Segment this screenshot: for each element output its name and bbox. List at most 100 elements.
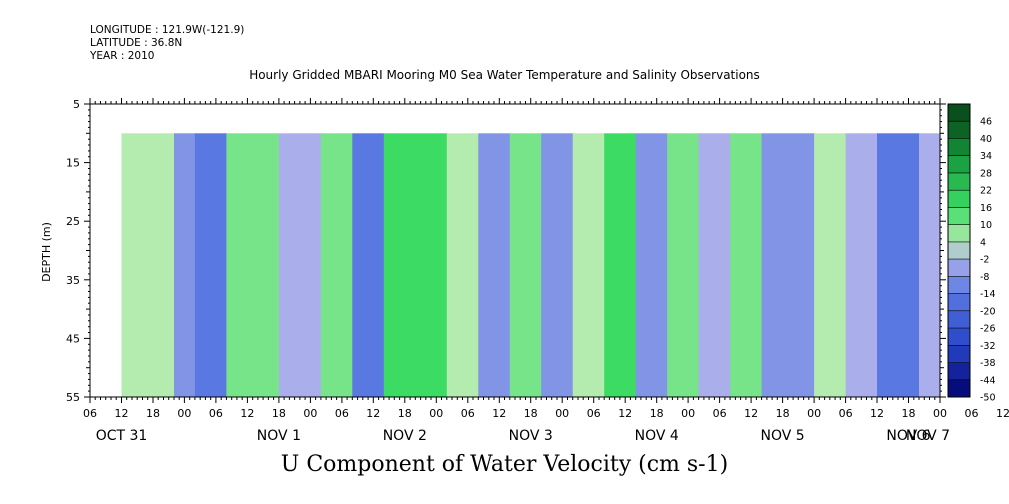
x-hour-tick-label: 18 — [272, 407, 286, 420]
y-tick-label: 35 — [66, 274, 80, 287]
x-hour-tick-label: 06 — [587, 407, 601, 420]
heatmap-layer — [121, 133, 941, 398]
heatmap-band-21 — [845, 133, 878, 398]
x-hour-tick-label: 06 — [965, 407, 979, 420]
longitude-text: LONGITUDE : 121.9W(-121.9) — [90, 24, 245, 36]
heatmap-band-23 — [919, 133, 941, 398]
colorbar-bin — [948, 121, 970, 139]
x-hour-tick-label: 00 — [681, 407, 695, 420]
colorbar-label: -32 — [980, 341, 996, 352]
x-hour-tick-label: 18 — [776, 407, 790, 420]
x-day-label: NOV 5 — [761, 428, 805, 444]
y-tick-label: 45 — [66, 332, 80, 345]
colorbar-bin — [948, 362, 970, 381]
x-hour-tick-label: 12 — [240, 407, 254, 420]
colorbar-bin — [948, 276, 970, 294]
x-day-label: NOV 6 — [886, 428, 930, 444]
colorbar-label: 28 — [980, 168, 992, 179]
x-hour-tick-label: 06 — [713, 407, 727, 420]
heatmap-band-9 — [446, 133, 479, 398]
colorbar-label: -44 — [980, 375, 996, 386]
colorbar-bin — [948, 293, 970, 312]
colorbar-bin — [948, 190, 970, 208]
x-hour-tick-label: 12 — [870, 407, 884, 420]
colorbar-layer: 46 40 34 28 22 16 10 4 -2 -8 -14 -20 -26 -32 -38 -44 -50 — [947, 103, 996, 404]
x-hour-tick-label: 18 — [650, 407, 664, 420]
x-hour-tick-label: 18 — [524, 407, 538, 420]
heatmap-band-11 — [509, 133, 542, 398]
heatmap-band-20 — [814, 133, 847, 398]
colorbar-label: 40 — [980, 134, 992, 145]
x-hour-tick-label: 18 — [398, 407, 412, 420]
x-hour-tick-label: 12 — [618, 407, 632, 420]
colorbar-bin — [948, 259, 970, 277]
x-hour-tick-label: 06 — [461, 407, 475, 420]
x-hour-tick-label: 12 — [492, 407, 506, 420]
latitude-text: LATITUDE : 36.8N — [90, 37, 183, 49]
x-hour-tick-label: 00 — [303, 407, 317, 420]
heatmap-band-8 — [383, 133, 448, 398]
colorbar-label: 22 — [980, 186, 992, 197]
chart-title: Hourly Gridded MBARI Mooring M0 Sea Wate… — [249, 68, 760, 82]
x-day-label: NOV 1 — [257, 428, 301, 444]
year-text: YEAR : 2010 — [90, 50, 155, 62]
colorbar-label: -26 — [980, 324, 996, 335]
colorbar-bin — [948, 379, 970, 398]
x-hour-tick-label: 06 — [209, 407, 223, 420]
colorbar-bin — [948, 310, 970, 329]
x-day-label: OCT 31 — [96, 428, 148, 444]
colorbar-bin — [948, 172, 970, 191]
colorbar-label: 34 — [980, 151, 992, 162]
x-hour-tick-label: 12 — [366, 407, 380, 420]
y-tick-label: 15 — [66, 157, 80, 170]
heatmap-band-15 — [635, 133, 668, 398]
heatmap-band-13 — [572, 133, 605, 398]
axis-layer: 06 12 18 00 06 12 18 00 06 12 18 00 06 12 18 00 06 12 18 00… — [66, 98, 1009, 444]
x-hour-tick-label: 12 — [115, 407, 129, 420]
colorbar-label: 10 — [980, 220, 992, 231]
colorbar-label: -38 — [980, 358, 996, 369]
x-hour-tick-label: 00 — [807, 407, 821, 420]
x-hour-tick-label: 06 — [83, 407, 97, 420]
x-hour-tick-label: 06 — [839, 407, 853, 420]
colorbar-label: 16 — [980, 203, 992, 214]
heatmap-band-17 — [698, 133, 731, 398]
heatmap-band-19 — [761, 133, 815, 398]
y-tick-label: 5 — [73, 98, 80, 111]
heatmap-band-4 — [226, 133, 280, 398]
heatmap-band-16 — [667, 133, 700, 398]
colorbar-label: -20 — [980, 306, 996, 317]
colorbar-bin — [948, 224, 970, 243]
heatmap-band-6 — [320, 133, 353, 398]
colorbar-label: -2 — [980, 255, 989, 266]
colorbar-bin — [948, 345, 970, 363]
x-day-label: NOV 4 — [635, 428, 679, 444]
colorbar-label: -50 — [980, 393, 996, 404]
heatmap-band-5 — [278, 133, 322, 398]
heatmap-band-22 — [877, 133, 920, 398]
colorbar-bin — [948, 138, 970, 157]
colorbar-label: 4 — [980, 237, 986, 248]
x-hour-tick-label: 18 — [902, 407, 916, 420]
x-day-label: NOV 7 — [906, 428, 950, 444]
heatmap-band-18 — [730, 133, 763, 398]
heatmap-band-1 — [121, 133, 175, 398]
x-day-label: NOV 2 — [383, 428, 427, 444]
heatmap-band-3 — [194, 133, 227, 398]
y-tick-label: 55 — [66, 391, 80, 404]
heatmap-band-7 — [352, 133, 385, 398]
x-hour-tick-label: 00 — [429, 407, 443, 420]
x-axis-label: U Component of Water Velocity (cm s-1) — [280, 452, 729, 477]
colorbar-bin — [948, 155, 970, 174]
heatmap-band-14 — [604, 133, 637, 398]
colorbar-bin — [948, 241, 970, 260]
heatmap-band-10 — [478, 133, 511, 398]
y-tick-label: 25 — [66, 215, 80, 228]
heatmap-band-12 — [541, 133, 574, 398]
heatmap-band-2 — [174, 133, 196, 398]
colorbar-label: -8 — [980, 272, 989, 283]
x-hour-tick-label: 12 — [744, 407, 758, 420]
colorbar-bin — [948, 104, 970, 122]
y-axis-label: DEPTH (m) — [40, 222, 53, 282]
